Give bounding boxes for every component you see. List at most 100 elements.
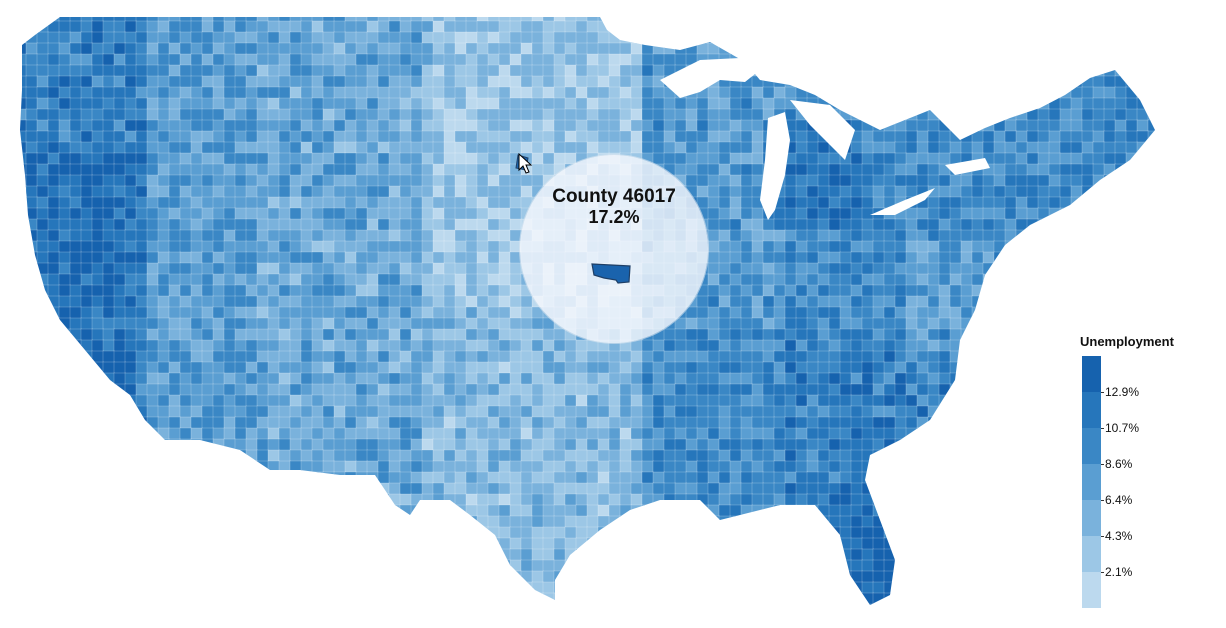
county[interactable] bbox=[531, 394, 544, 407]
county[interactable] bbox=[80, 42, 93, 55]
county[interactable] bbox=[58, 372, 71, 385]
county[interactable] bbox=[465, 328, 478, 341]
county[interactable] bbox=[1048, 240, 1061, 253]
county[interactable] bbox=[1015, 273, 1028, 286]
county[interactable] bbox=[960, 383, 973, 396]
county[interactable] bbox=[575, 504, 588, 517]
county[interactable] bbox=[1103, 438, 1116, 451]
county[interactable] bbox=[850, 64, 863, 77]
county[interactable] bbox=[432, 284, 445, 297]
county[interactable] bbox=[872, 405, 885, 418]
county[interactable] bbox=[850, 229, 863, 242]
county[interactable] bbox=[509, 526, 522, 539]
county[interactable] bbox=[1004, 262, 1017, 275]
county[interactable] bbox=[388, 526, 401, 539]
county[interactable] bbox=[36, 174, 49, 187]
county[interactable] bbox=[894, 504, 907, 517]
county[interactable] bbox=[168, 471, 181, 484]
county[interactable] bbox=[47, 42, 60, 55]
county[interactable] bbox=[938, 20, 951, 33]
county[interactable] bbox=[740, 317, 753, 330]
county[interactable] bbox=[344, 185, 357, 198]
county[interactable] bbox=[1059, 471, 1072, 484]
county[interactable] bbox=[586, 449, 599, 462]
county[interactable] bbox=[520, 20, 533, 33]
county[interactable] bbox=[608, 20, 621, 33]
county[interactable] bbox=[201, 328, 214, 341]
county[interactable] bbox=[15, 339, 27, 352]
county[interactable] bbox=[113, 317, 126, 330]
county[interactable] bbox=[322, 460, 335, 473]
county[interactable] bbox=[630, 416, 643, 429]
county[interactable] bbox=[256, 295, 269, 308]
county[interactable] bbox=[949, 471, 962, 484]
county[interactable] bbox=[729, 185, 742, 198]
county[interactable] bbox=[949, 196, 962, 209]
county[interactable] bbox=[839, 471, 852, 484]
county[interactable] bbox=[190, 42, 203, 55]
county[interactable] bbox=[938, 31, 951, 44]
county[interactable] bbox=[542, 449, 555, 462]
county[interactable] bbox=[421, 383, 434, 396]
county[interactable] bbox=[245, 361, 258, 374]
county[interactable] bbox=[322, 449, 335, 462]
county[interactable] bbox=[542, 10, 555, 22]
county[interactable] bbox=[344, 119, 357, 132]
county[interactable] bbox=[960, 75, 973, 88]
county[interactable] bbox=[58, 449, 71, 462]
county[interactable] bbox=[1004, 64, 1017, 77]
county[interactable] bbox=[850, 361, 863, 374]
county[interactable] bbox=[1015, 339, 1028, 352]
county[interactable] bbox=[564, 493, 577, 506]
county[interactable] bbox=[212, 273, 225, 286]
county[interactable] bbox=[498, 350, 511, 363]
county[interactable] bbox=[190, 218, 203, 231]
county[interactable] bbox=[575, 372, 588, 385]
county[interactable] bbox=[421, 372, 434, 385]
county[interactable] bbox=[289, 108, 302, 121]
county[interactable] bbox=[916, 97, 929, 110]
county[interactable] bbox=[641, 405, 654, 418]
county[interactable] bbox=[36, 438, 49, 451]
county[interactable] bbox=[1103, 350, 1116, 363]
county[interactable] bbox=[432, 317, 445, 330]
county[interactable] bbox=[443, 372, 456, 385]
county[interactable] bbox=[586, 427, 599, 440]
county[interactable] bbox=[1059, 163, 1072, 176]
county[interactable] bbox=[982, 284, 995, 297]
county[interactable] bbox=[157, 240, 170, 253]
county[interactable] bbox=[377, 53, 390, 66]
county[interactable] bbox=[311, 394, 324, 407]
county[interactable] bbox=[421, 405, 434, 418]
county[interactable] bbox=[685, 526, 698, 539]
county[interactable] bbox=[806, 284, 819, 297]
county[interactable] bbox=[113, 53, 126, 66]
county[interactable] bbox=[498, 273, 511, 286]
county[interactable] bbox=[1159, 87, 1171, 99]
county[interactable] bbox=[454, 493, 467, 506]
county[interactable] bbox=[278, 427, 291, 440]
county[interactable] bbox=[212, 350, 225, 363]
county[interactable] bbox=[707, 273, 720, 286]
county[interactable] bbox=[355, 64, 368, 77]
county[interactable] bbox=[1136, 97, 1149, 110]
county[interactable] bbox=[300, 273, 313, 286]
county[interactable] bbox=[179, 207, 192, 220]
county[interactable] bbox=[949, 383, 962, 396]
county[interactable] bbox=[927, 339, 940, 352]
county[interactable] bbox=[333, 10, 346, 22]
county[interactable] bbox=[828, 438, 841, 451]
county[interactable] bbox=[1059, 42, 1072, 55]
county[interactable] bbox=[751, 273, 764, 286]
county[interactable] bbox=[454, 229, 467, 242]
county[interactable] bbox=[113, 240, 126, 253]
county[interactable] bbox=[1048, 108, 1061, 121]
county[interactable] bbox=[498, 438, 511, 451]
county[interactable] bbox=[1026, 427, 1039, 440]
county[interactable] bbox=[938, 240, 951, 253]
county[interactable] bbox=[344, 152, 357, 165]
county[interactable] bbox=[1114, 152, 1127, 165]
county[interactable] bbox=[399, 240, 412, 253]
county[interactable] bbox=[652, 460, 665, 473]
county[interactable] bbox=[212, 493, 225, 506]
